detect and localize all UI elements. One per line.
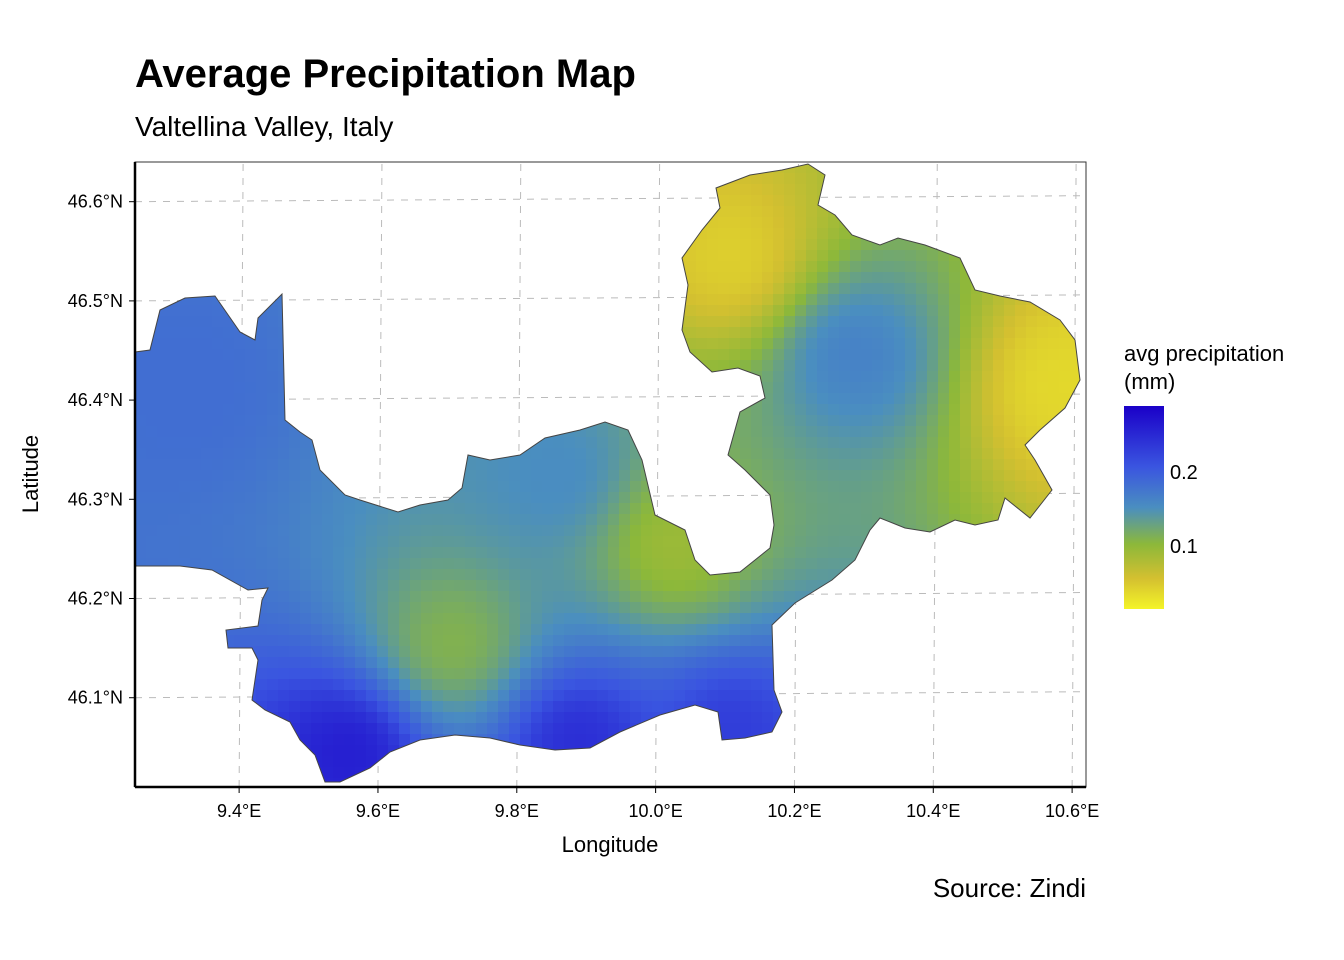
legend-title-line2: (mm) [1124,369,1176,394]
legend-title: avg precipitation (mm) [1124,340,1284,396]
y-axis-label: Latitude [18,435,43,513]
precipitation-fill [135,164,1080,782]
region-outline [134,163,1081,783]
y-tick-label-0: 46.1°N [68,688,123,708]
grid-line-x-6 [1071,161,1077,788]
y-tick-label-2: 46.3°N [68,489,123,509]
legend-colorbar [1124,406,1164,609]
y-tick-label-3: 46.4°N [68,390,123,410]
source-caption: Source: Zindi [932,873,1086,903]
grid-line-y-4 [134,294,1087,302]
legend-title-line1: avg precipitation [1124,341,1285,366]
x-tick-label-4: 10.2°E [767,801,821,821]
map-title: Average Precipitation Map [135,52,636,96]
axes [133,161,1087,789]
y-tick-label-1: 46.2°N [68,589,123,609]
x-tick-label-2: 9.8°E [495,801,539,821]
y-tick-label-5: 46.6°N [68,192,123,212]
x-tick-label-5: 10.4°E [906,801,960,821]
legend-tick-0-2: 0.2 [1170,462,1198,484]
y-tick-label-4: 46.5°N [68,291,123,311]
grid-line-y-5 [134,195,1087,203]
x-tick-label-3: 10.0°E [628,801,682,821]
y-axis-ticks: 46.1°N 46.2°N 46.3°N 46.4°N 46.5°N 46.6°N [68,192,135,708]
x-axis-label: Longitude [562,832,659,857]
legend-tick-0-1: 0.1 [1170,536,1198,558]
x-tick-label-6: 10.6°E [1045,801,1099,821]
x-tick-label-1: 9.6°E [356,801,400,821]
x-axis-ticks: 9.4°E 9.6°E 9.8°E 10.0°E 10.2°E 10.4°E 10.6°E [217,787,1099,821]
map-subtitle: Valtellina Valley, Italy [135,111,394,142]
grid-line-y-3 [134,393,1087,401]
x-tick-label-0: 9.4°E [217,801,261,821]
